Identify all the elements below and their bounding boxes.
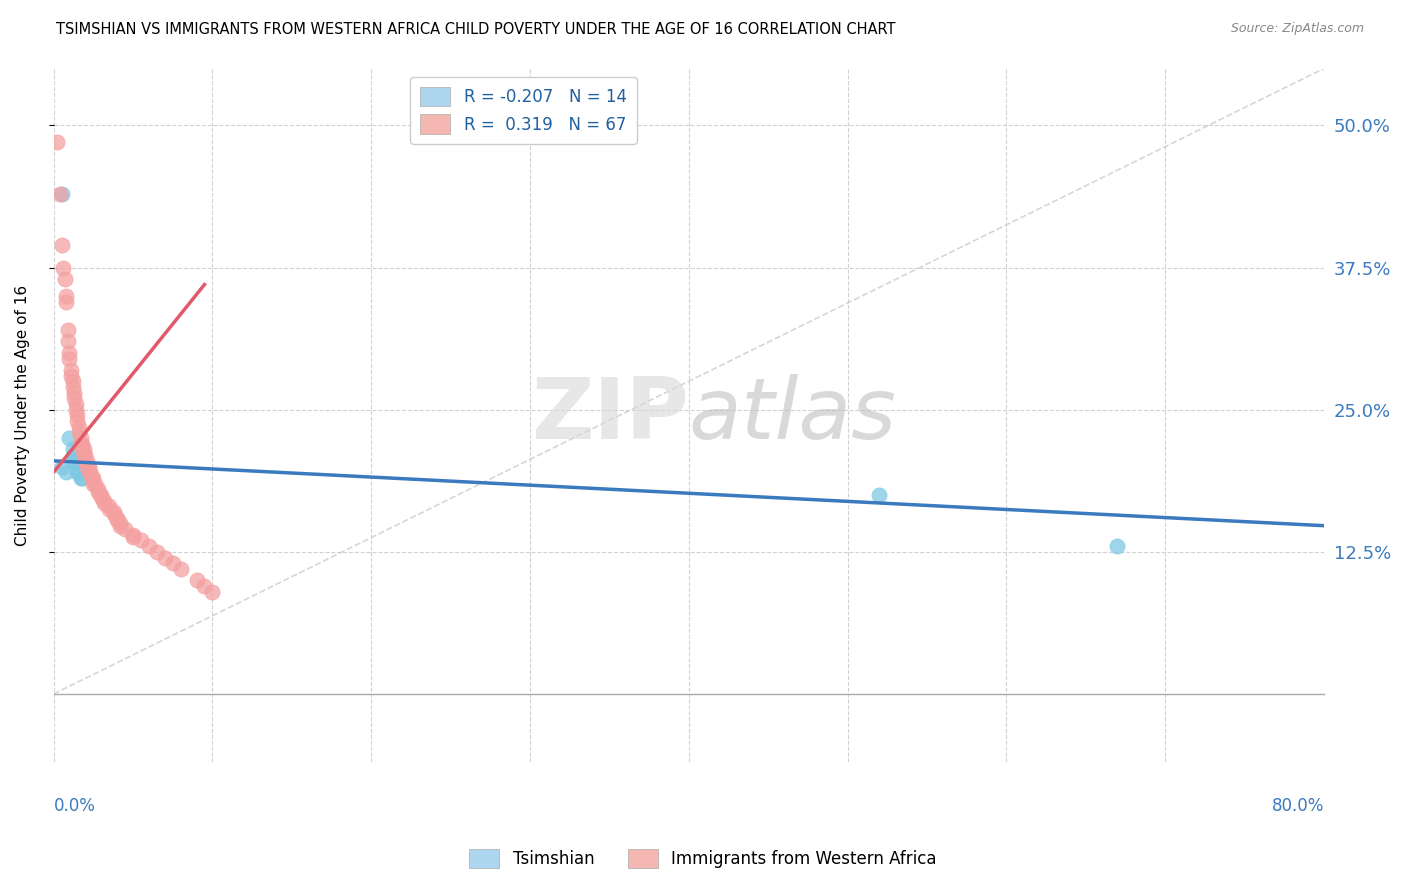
Point bbox=[80, 471, 103, 485]
Point bbox=[110, 516, 132, 531]
Point bbox=[105, 513, 128, 527]
Point bbox=[93, 493, 115, 508]
Point bbox=[82, 476, 104, 491]
Point bbox=[62, 374, 84, 388]
Point bbox=[87, 484, 110, 499]
Point bbox=[60, 368, 83, 383]
Point bbox=[105, 510, 128, 524]
Point bbox=[52, 260, 75, 275]
Point bbox=[69, 431, 91, 445]
Point bbox=[69, 471, 91, 485]
Point bbox=[90, 490, 112, 504]
Point bbox=[69, 437, 91, 451]
Point bbox=[98, 500, 121, 514]
Legend: R = -0.207   N = 14, R =  0.319   N = 67: R = -0.207 N = 14, R = 0.319 N = 67 bbox=[411, 77, 637, 144]
Point bbox=[70, 471, 93, 485]
Point bbox=[65, 402, 87, 417]
Point bbox=[65, 397, 87, 411]
Point bbox=[55, 465, 77, 479]
Point bbox=[110, 518, 132, 533]
Point bbox=[63, 392, 86, 406]
Point bbox=[70, 437, 93, 451]
Point bbox=[77, 459, 100, 474]
Point bbox=[153, 550, 176, 565]
Y-axis label: Child Poverty Under the Age of 16: Child Poverty Under the Age of 16 bbox=[15, 285, 30, 546]
Point bbox=[62, 442, 84, 457]
Point bbox=[49, 186, 72, 201]
Point bbox=[62, 380, 84, 394]
Point bbox=[58, 346, 80, 360]
Point bbox=[67, 465, 90, 479]
Text: ZIP: ZIP bbox=[531, 374, 689, 457]
Point bbox=[103, 505, 125, 519]
Point bbox=[65, 454, 87, 468]
Point bbox=[51, 186, 73, 201]
Point bbox=[76, 454, 98, 468]
Point bbox=[55, 289, 77, 303]
Point bbox=[93, 496, 115, 510]
Point bbox=[63, 385, 86, 400]
Text: TSIMSHIAN VS IMMIGRANTS FROM WESTERN AFRICA CHILD POVERTY UNDER THE AGE OF 16 CO: TSIMSHIAN VS IMMIGRANTS FROM WESTERN AFR… bbox=[56, 22, 896, 37]
Point bbox=[77, 465, 100, 479]
Text: 80.0%: 80.0% bbox=[1271, 797, 1324, 815]
Point bbox=[98, 501, 121, 516]
Point bbox=[67, 419, 90, 434]
Point bbox=[146, 545, 169, 559]
Point bbox=[63, 448, 86, 462]
Legend: Tsimshian, Immigrants from Western Africa: Tsimshian, Immigrants from Western Afric… bbox=[463, 842, 943, 875]
Point bbox=[75, 454, 97, 468]
Point bbox=[66, 409, 89, 423]
Point bbox=[58, 431, 80, 445]
Point bbox=[87, 483, 110, 497]
Point bbox=[55, 294, 77, 309]
Point bbox=[82, 471, 104, 485]
Point bbox=[138, 539, 160, 553]
Text: Source: ZipAtlas.com: Source: ZipAtlas.com bbox=[1230, 22, 1364, 36]
Point bbox=[129, 533, 152, 548]
Point bbox=[103, 508, 125, 522]
Point bbox=[169, 562, 191, 576]
Point bbox=[51, 459, 73, 474]
Point bbox=[122, 530, 145, 544]
Point bbox=[56, 323, 79, 337]
Point bbox=[73, 442, 96, 457]
Point bbox=[73, 448, 96, 462]
Point bbox=[56, 334, 79, 349]
Point bbox=[868, 488, 890, 502]
Point bbox=[79, 465, 101, 479]
Point bbox=[76, 459, 98, 474]
Point bbox=[75, 448, 97, 462]
Point bbox=[53, 272, 76, 286]
Point bbox=[70, 442, 93, 457]
Point bbox=[60, 363, 83, 377]
Text: atlas: atlas bbox=[689, 374, 897, 457]
Point bbox=[186, 574, 208, 588]
Point bbox=[66, 465, 89, 479]
Point bbox=[201, 584, 224, 599]
Point bbox=[66, 414, 89, 428]
Point bbox=[1107, 539, 1129, 553]
Point bbox=[45, 136, 67, 150]
Point bbox=[122, 528, 145, 542]
Point bbox=[162, 556, 184, 570]
Text: 0.0%: 0.0% bbox=[53, 797, 96, 815]
Point bbox=[67, 425, 90, 440]
Point bbox=[58, 351, 80, 366]
Point bbox=[63, 454, 86, 468]
Point bbox=[51, 237, 73, 252]
Point bbox=[90, 488, 112, 502]
Point bbox=[114, 522, 136, 536]
Point bbox=[193, 579, 215, 593]
Point bbox=[83, 476, 105, 491]
